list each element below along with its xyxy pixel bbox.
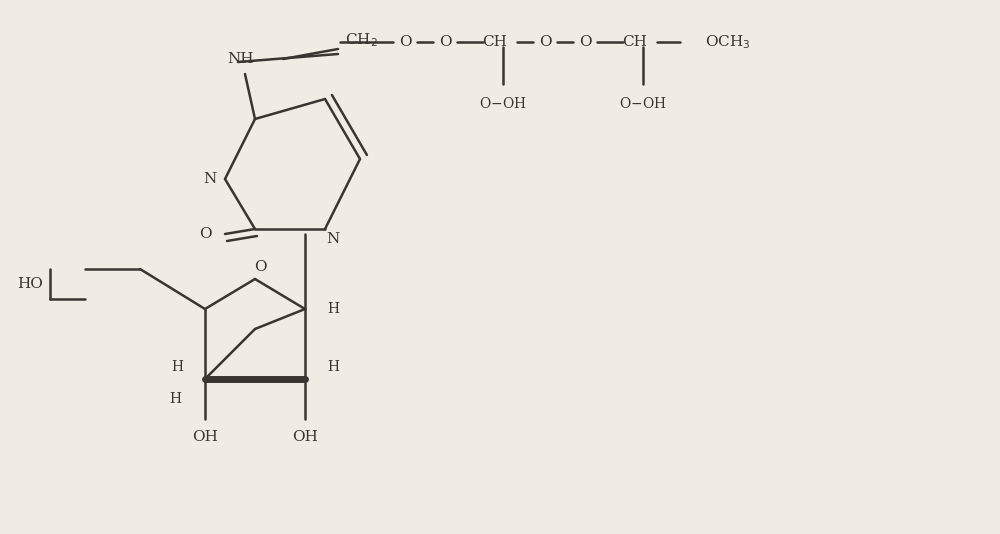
Text: O$-$OH: O$-$OH: [479, 97, 527, 112]
Text: O: O: [539, 35, 551, 49]
Text: H: H: [327, 302, 339, 316]
Text: O: O: [439, 35, 451, 49]
Text: OH: OH: [292, 430, 318, 444]
Text: CH: CH: [623, 35, 647, 49]
Text: OH: OH: [192, 430, 218, 444]
Text: O: O: [579, 35, 591, 49]
Text: CH$_2$: CH$_2$: [345, 31, 378, 49]
Text: N: N: [203, 172, 217, 186]
Text: HO: HO: [17, 277, 43, 291]
Text: O: O: [399, 35, 411, 49]
Text: H: H: [169, 392, 181, 406]
Text: OCH$_3$: OCH$_3$: [705, 33, 751, 51]
Text: NH: NH: [227, 52, 253, 66]
Text: N: N: [326, 232, 340, 246]
Text: O: O: [199, 227, 211, 241]
Text: O$-$OH: O$-$OH: [619, 97, 667, 112]
Text: H: H: [171, 360, 183, 374]
Text: H: H: [327, 360, 339, 374]
Text: O: O: [254, 260, 266, 274]
Text: CH: CH: [483, 35, 507, 49]
